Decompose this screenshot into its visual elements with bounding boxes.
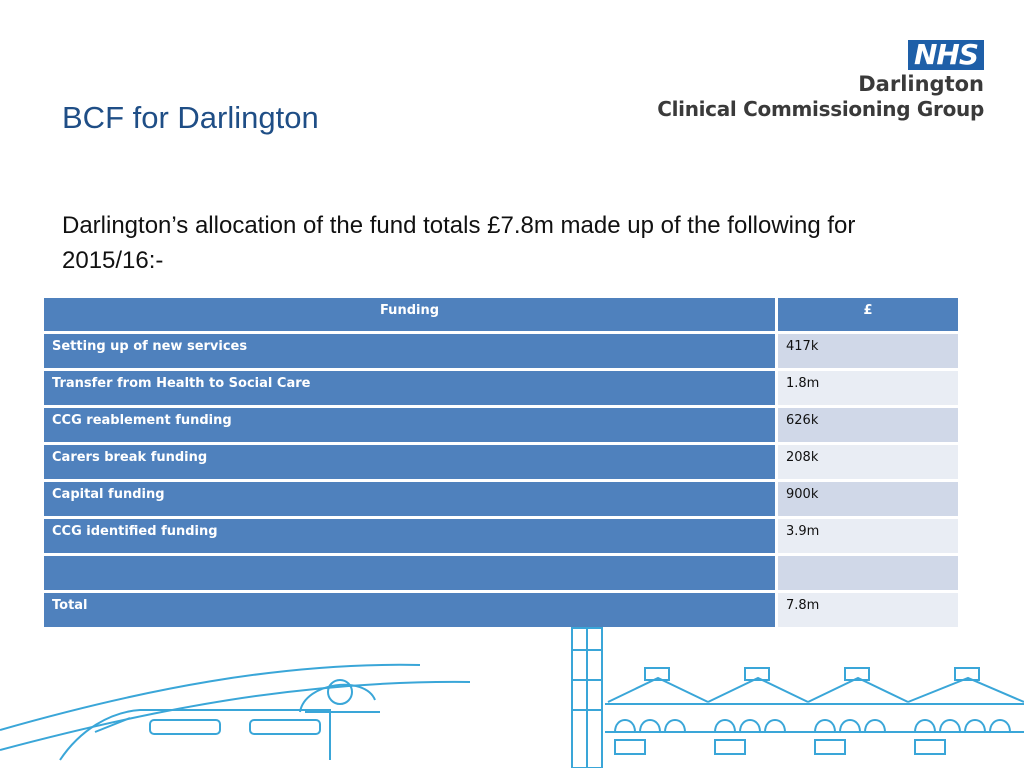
nhs-logo: NHS Darlington Clinical Commissioning Gr… (657, 40, 984, 122)
row-value: 417k (778, 334, 958, 368)
row-label: Transfer from Health to Social Care (44, 371, 778, 405)
row-value: 208k (778, 445, 958, 479)
table-row: CCG identified funding 3.9m (44, 519, 958, 553)
table-row: Transfer from Health to Social Care 1.8m (44, 371, 958, 405)
row-label: Carers break funding (44, 445, 778, 479)
table-row: Setting up of new services 417k (44, 334, 958, 368)
table-header-row: Funding £ (44, 298, 958, 331)
row-label: CCG identified funding (44, 519, 778, 553)
darlington-skyline-illustration (0, 627, 1024, 768)
dome-icon (299, 679, 380, 713)
row-label: CCG reablement funding (44, 408, 778, 442)
table-row (44, 556, 958, 590)
row-label: Capital funding (44, 482, 778, 516)
total-label: Total (44, 593, 778, 627)
market-hall-icon (605, 667, 1024, 755)
row-value: 3.9m (778, 519, 958, 553)
row-value: 900k (778, 482, 958, 516)
total-value: 7.8m (778, 593, 958, 627)
train-icon (59, 709, 331, 761)
intro-text: Darlington’s allocation of the fund tota… (62, 212, 856, 274)
header-amount: £ (778, 298, 958, 331)
nhs-badge: NHS (907, 40, 984, 70)
row-value (778, 556, 958, 590)
clock-tower-icon (571, 627, 603, 768)
table-row: Carers break funding 208k (44, 445, 958, 479)
slide-title: BCF for Darlington (62, 100, 319, 135)
table-row: Capital funding 900k (44, 482, 958, 516)
row-value: 1.8m (778, 371, 958, 405)
row-label (44, 556, 778, 590)
funding-table: Funding £ Setting up of new services 417… (44, 295, 958, 630)
logo-org-subtitle: Clinical Commissioning Group (657, 97, 984, 121)
header-funding: Funding (44, 298, 778, 331)
table-row: CCG reablement funding 626k (44, 408, 958, 442)
row-label: Setting up of new services (44, 334, 778, 368)
table-row-total: Total 7.8m (44, 593, 958, 627)
row-value: 626k (778, 408, 958, 442)
logo-org-name: Darlington (858, 72, 984, 96)
